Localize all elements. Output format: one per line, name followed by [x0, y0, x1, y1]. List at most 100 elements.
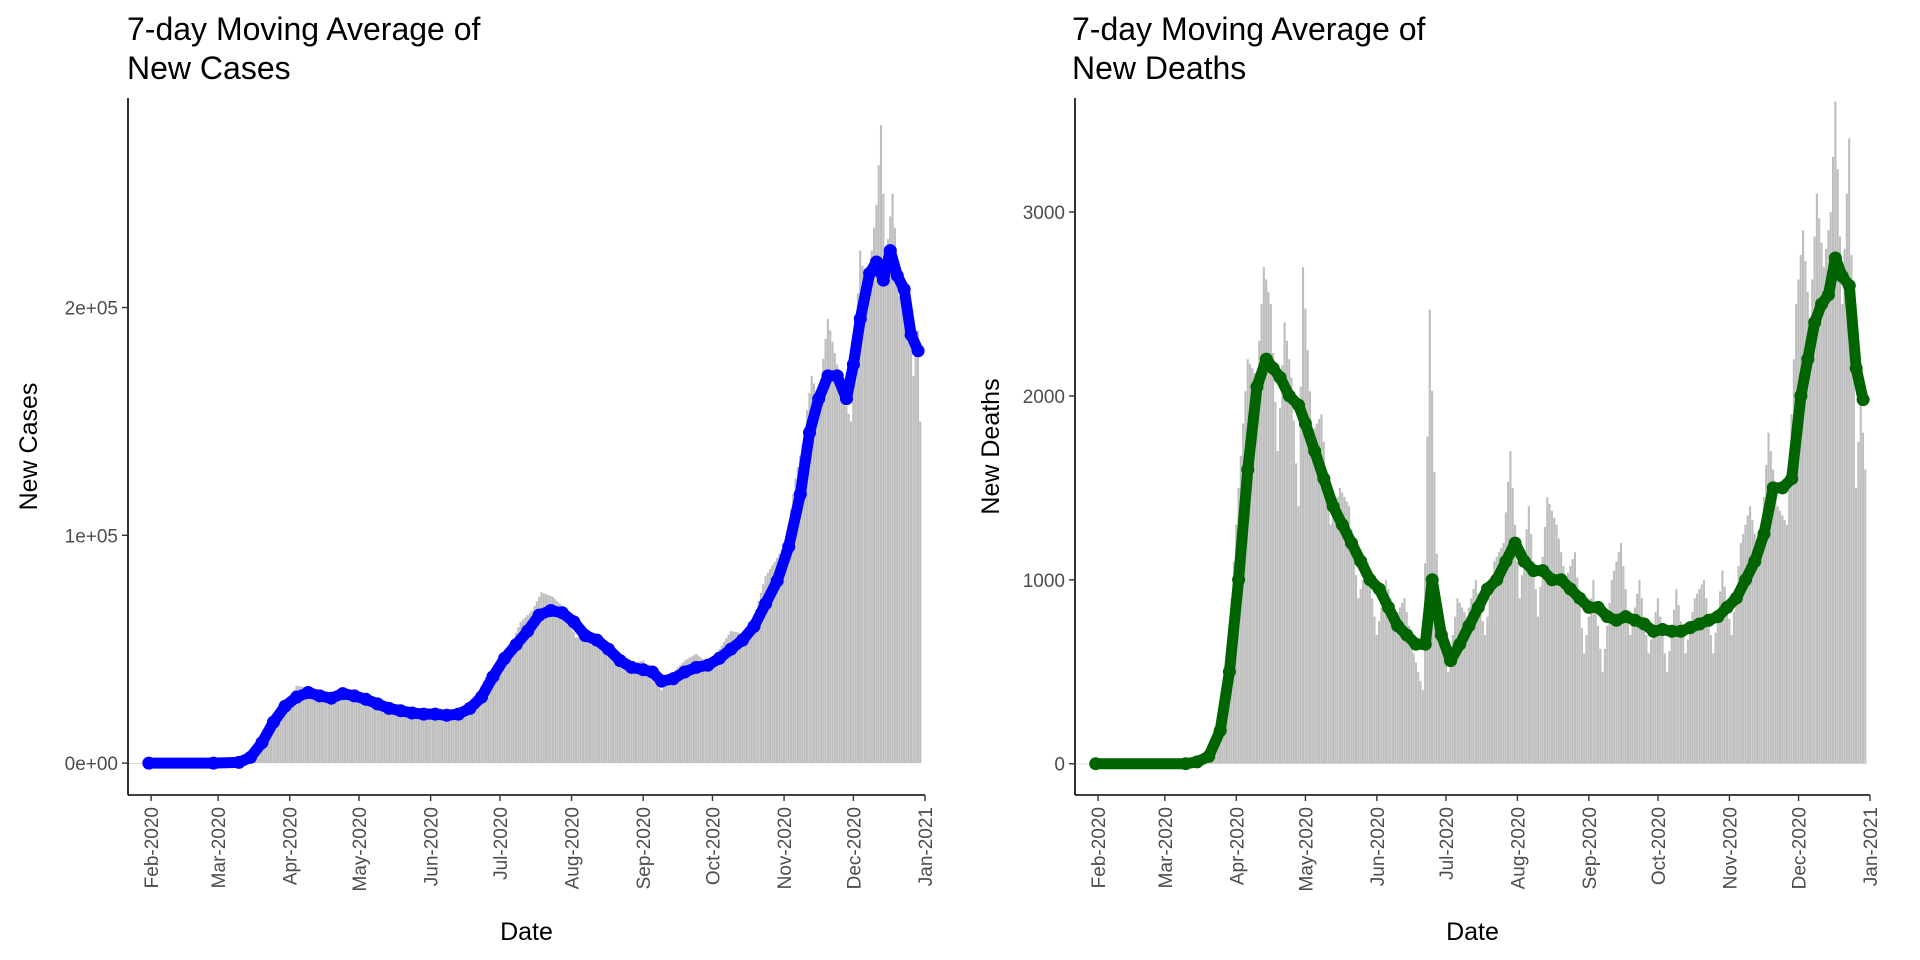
moving-average-point	[911, 344, 925, 358]
daily-bar	[1076, 763, 1079, 765]
daily-bar	[1410, 639, 1413, 764]
moving-average-point	[701, 658, 715, 672]
daily-bar	[376, 707, 379, 764]
moving-average-point	[830, 369, 844, 383]
moving-average-point	[1372, 582, 1386, 596]
moving-average-point	[1444, 654, 1458, 668]
daily-bar	[1447, 671, 1450, 764]
daily-bar	[549, 595, 552, 764]
daily-bar	[459, 712, 462, 764]
daily-bar	[1580, 628, 1583, 764]
daily-bar	[390, 703, 393, 764]
daily-bar	[611, 660, 615, 764]
daily-bar	[1666, 671, 1669, 764]
daily-bar	[140, 763, 143, 764]
moving-average-point	[1363, 573, 1377, 587]
daily-bar	[1811, 279, 1814, 764]
moving-average-point	[1250, 380, 1264, 394]
daily-bar	[732, 631, 735, 764]
moving-average-point	[863, 266, 877, 280]
daily-bar	[1723, 586, 1726, 764]
daily-bar	[482, 681, 485, 764]
daily-bar	[1631, 621, 1634, 764]
daily-bar	[831, 341, 834, 764]
moving-average-point	[578, 629, 592, 643]
daily-bar	[602, 650, 605, 764]
daily-bar	[672, 672, 675, 764]
daily-bar	[635, 662, 638, 764]
daily-bar	[785, 539, 788, 764]
daily-bar	[593, 639, 596, 764]
moving-average-point	[336, 687, 350, 701]
moving-average-point	[498, 651, 512, 665]
moving-average-point	[770, 574, 784, 588]
daily-bar	[1548, 503, 1551, 764]
moving-average-point	[1232, 573, 1246, 587]
daily-bar	[893, 227, 896, 764]
daily-bar	[1449, 653, 1452, 764]
daily-bar	[1831, 156, 1835, 764]
daily-bar	[1714, 632, 1717, 764]
daily-bar	[1682, 637, 1685, 764]
daily-bar	[1463, 612, 1466, 764]
moving-average-point	[1835, 269, 1849, 283]
daily-bar	[514, 632, 518, 764]
moving-average-point	[1711, 610, 1725, 624]
daily-bars	[1073, 101, 1867, 765]
daily-bar	[1778, 510, 1782, 764]
moving-average-point	[1563, 582, 1577, 596]
daily-bar	[429, 712, 432, 764]
x-tick-label: Dec-2020	[1790, 807, 1811, 889]
daily-bar	[600, 647, 603, 764]
moving-average-points	[142, 244, 925, 770]
daily-bar	[743, 630, 746, 764]
daily-bar	[702, 659, 705, 764]
daily-bar	[808, 392, 811, 764]
daily-bar	[1334, 506, 1337, 764]
daily-bar	[1808, 322, 1812, 764]
moving-average-point	[1794, 389, 1808, 403]
moving-average-point	[371, 697, 384, 711]
daily-bar	[510, 643, 513, 764]
daily-bar	[355, 691, 358, 764]
moving-average-point	[1354, 554, 1368, 568]
daily-bar	[1827, 230, 1830, 764]
moving-average-point	[382, 701, 396, 715]
daily-bar	[443, 712, 446, 764]
daily-bar	[293, 689, 296, 764]
daily-bar	[1398, 607, 1401, 764]
daily-bar	[1822, 267, 1825, 764]
daily-bar	[1684, 653, 1687, 764]
daily-bar	[1557, 538, 1560, 764]
moving-average-point	[1222, 665, 1236, 679]
moving-average-point	[1190, 755, 1204, 769]
daily-bar	[688, 657, 691, 764]
moving-average-point	[666, 672, 680, 686]
daily-bar	[1785, 524, 1789, 764]
x-tick-label: Aug-2020	[563, 807, 584, 889]
daily-bar	[662, 686, 665, 764]
daily-bar	[1507, 481, 1510, 764]
daily-bar	[891, 193, 894, 764]
daily-bar	[1265, 279, 1268, 764]
daily-bar	[399, 709, 402, 764]
daily-bar	[1610, 579, 1613, 764]
daily-bar	[1730, 635, 1733, 764]
daily-bar	[755, 609, 758, 764]
daily-bar	[870, 250, 873, 764]
daily-bar	[1709, 635, 1712, 764]
daily-bar	[577, 636, 580, 764]
daily-bar	[1348, 506, 1351, 764]
daily-bar	[572, 631, 575, 764]
daily-bar	[484, 676, 488, 764]
daily-bar	[1352, 552, 1355, 764]
y-tick-label: 0	[1054, 755, 1065, 776]
daily-bar	[1530, 533, 1533, 764]
daily-bar	[1083, 763, 1086, 765]
moving-average-point	[1308, 444, 1322, 458]
daily-bar	[725, 638, 728, 764]
daily-bar	[750, 620, 753, 764]
daily-bar	[1836, 169, 1839, 764]
daily-bar	[1357, 598, 1360, 764]
daily-bar	[1855, 487, 1858, 764]
